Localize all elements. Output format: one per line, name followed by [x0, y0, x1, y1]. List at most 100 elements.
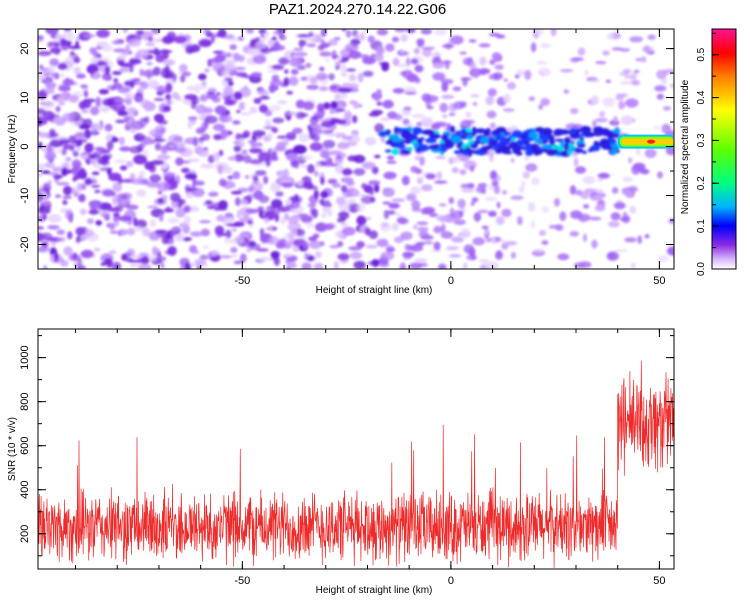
noise-blob — [65, 210, 74, 220]
signal-blob — [480, 136, 489, 144]
noise-blob — [168, 239, 175, 245]
noise-blob — [434, 180, 448, 184]
noise-blob — [76, 146, 81, 152]
noise-blob — [49, 147, 55, 153]
noise-blob — [206, 91, 215, 95]
noise-blob — [135, 219, 148, 229]
noise-blob — [314, 161, 321, 169]
noise-blob — [44, 162, 55, 169]
noise-blob — [286, 90, 294, 95]
noise-blob — [460, 228, 471, 239]
noise-blob — [248, 139, 257, 145]
noise-blob — [38, 141, 43, 149]
noise-blob — [91, 184, 101, 189]
noise-blob — [38, 173, 43, 177]
noise-blob — [386, 160, 397, 164]
noise-blob — [167, 246, 177, 256]
noise-blob — [218, 114, 233, 123]
noise-blob — [151, 159, 165, 166]
noise-blob — [362, 56, 376, 65]
noise-blob — [236, 110, 241, 113]
noise-blob — [387, 210, 396, 215]
noise-blob — [531, 177, 540, 186]
noise-blob — [68, 135, 77, 144]
noise-blob — [611, 47, 623, 51]
noise-blob — [289, 57, 303, 68]
signal-blob — [559, 141, 565, 145]
signal-blob — [584, 129, 591, 138]
signal-blob — [524, 144, 533, 152]
noise-blob — [227, 175, 234, 180]
noise-blob — [374, 123, 385, 134]
noise-blob — [124, 98, 132, 105]
noise-blob — [283, 253, 293, 258]
noise-blob — [204, 200, 213, 205]
noise-blob — [166, 231, 172, 239]
noise-blob — [104, 123, 113, 132]
noise-blob — [502, 190, 507, 195]
noise-blob — [426, 105, 434, 110]
noise-blob — [185, 262, 191, 269]
noise-blob — [362, 70, 374, 77]
noise-blob — [101, 72, 112, 81]
noise-blob — [111, 71, 123, 75]
noise-blob — [126, 227, 136, 236]
noise-blob — [168, 134, 182, 143]
noise-blob — [327, 211, 333, 217]
signal-blob — [466, 134, 474, 140]
noise-blob — [194, 258, 207, 266]
noise-blob — [498, 239, 507, 243]
noise-blob — [73, 56, 81, 64]
noise-blob — [106, 259, 113, 268]
noise-blob — [230, 247, 238, 254]
noise-blob — [573, 157, 579, 167]
noise-blob — [96, 41, 109, 48]
noise-blob — [440, 231, 454, 239]
noise-blob — [606, 251, 619, 261]
signal-blob — [378, 131, 387, 137]
noise-blob — [487, 149, 495, 158]
noise-blob — [335, 196, 346, 206]
noise-blob — [271, 44, 286, 51]
noise-blob — [559, 211, 567, 222]
noise-blob — [582, 175, 596, 185]
noise-blob — [478, 43, 491, 48]
noise-blob — [128, 50, 133, 55]
noise-blob — [259, 95, 270, 100]
noise-blob — [49, 58, 60, 67]
noise-blob — [448, 254, 462, 258]
noise-blob — [574, 166, 587, 174]
noise-blob — [309, 76, 318, 85]
noise-blob — [99, 61, 108, 66]
heatmap-x-axis-label: Height of straight line (km) — [316, 285, 433, 296]
noise-blob — [352, 43, 357, 47]
noise-blob — [473, 68, 479, 79]
noise-blob — [198, 73, 207, 81]
noise-blob — [637, 235, 642, 245]
noise-blob — [583, 233, 587, 242]
noise-blob — [235, 72, 248, 77]
noise-blob — [410, 186, 421, 195]
noise-blob — [142, 69, 156, 78]
noise-blob — [397, 217, 409, 225]
noise-blob — [320, 176, 325, 185]
noise-blob — [307, 203, 317, 207]
noise-blob — [242, 213, 249, 220]
noise-blob — [401, 175, 410, 186]
noise-blob — [136, 189, 147, 197]
noise-blob — [135, 30, 145, 35]
noise-blob — [47, 214, 62, 223]
noise-blob — [575, 189, 583, 196]
noise-blob — [475, 186, 486, 193]
noise-blob — [644, 148, 657, 159]
signal-blob — [391, 148, 399, 155]
noise-blob — [82, 100, 92, 109]
noise-blob — [100, 106, 110, 113]
noise-blob — [414, 155, 422, 161]
noise-blob — [38, 163, 45, 172]
noise-blob — [441, 81, 449, 92]
noise-blob — [53, 174, 63, 179]
noise-blob — [413, 224, 418, 230]
noise-blob — [61, 148, 67, 156]
noise-blob — [624, 237, 637, 243]
